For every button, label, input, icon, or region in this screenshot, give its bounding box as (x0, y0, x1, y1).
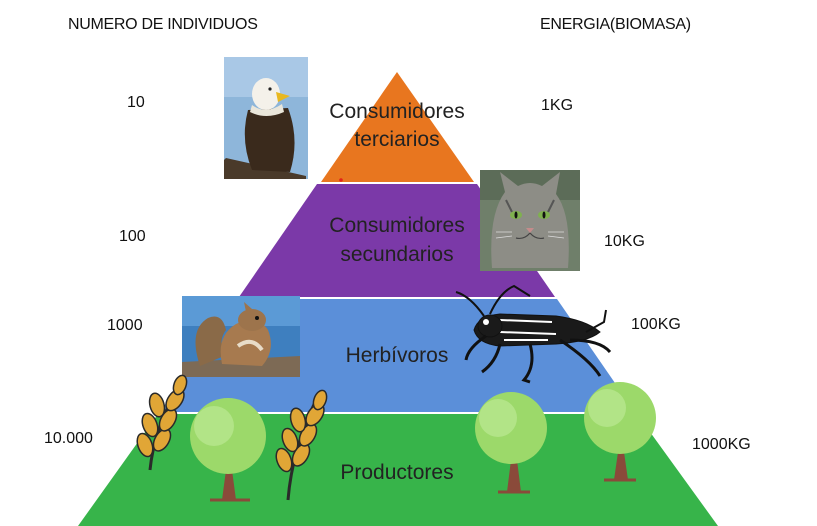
tree-icon (584, 382, 656, 482)
wheat-icon (136, 374, 188, 471)
squirrel-image (182, 296, 300, 377)
energy-header: ENERGIA(BIOMASA) (540, 16, 691, 33)
individuals-herbivores: 1000 (107, 317, 143, 334)
individuals-header: NUMERO DE INDIVIDUOS (68, 16, 258, 33)
tree-icon (475, 392, 547, 494)
wheat-icon (275, 389, 328, 501)
energy-herbivores: 100KG (631, 316, 681, 333)
energy-secondary: 10KG (604, 233, 645, 250)
individuals-tertiary: 10 (127, 94, 145, 111)
cat-image (480, 170, 580, 271)
level-herbivores-label: Herbívoros (346, 344, 449, 367)
energy-producers: 1000KG (692, 436, 751, 453)
level-secondary-label-1: Consumidores (329, 214, 464, 237)
eagle-image (224, 57, 308, 179)
tree-icon (190, 398, 266, 502)
individuals-secondary: 100 (119, 228, 146, 245)
level-tertiary-consumers (321, 72, 474, 182)
cricket-image (455, 284, 612, 384)
level-tertiary-label-1: Consumidores (329, 100, 464, 123)
energy-tertiary: 1KG (541, 97, 574, 114)
level-tertiary-label-2: terciarios (354, 128, 439, 151)
level-secondary-consumers (239, 184, 555, 297)
level-secondary-label-2: secundarios (340, 243, 453, 266)
level-producers-label: Productores (340, 461, 453, 484)
individuals-producers: 10.000 (44, 430, 93, 447)
